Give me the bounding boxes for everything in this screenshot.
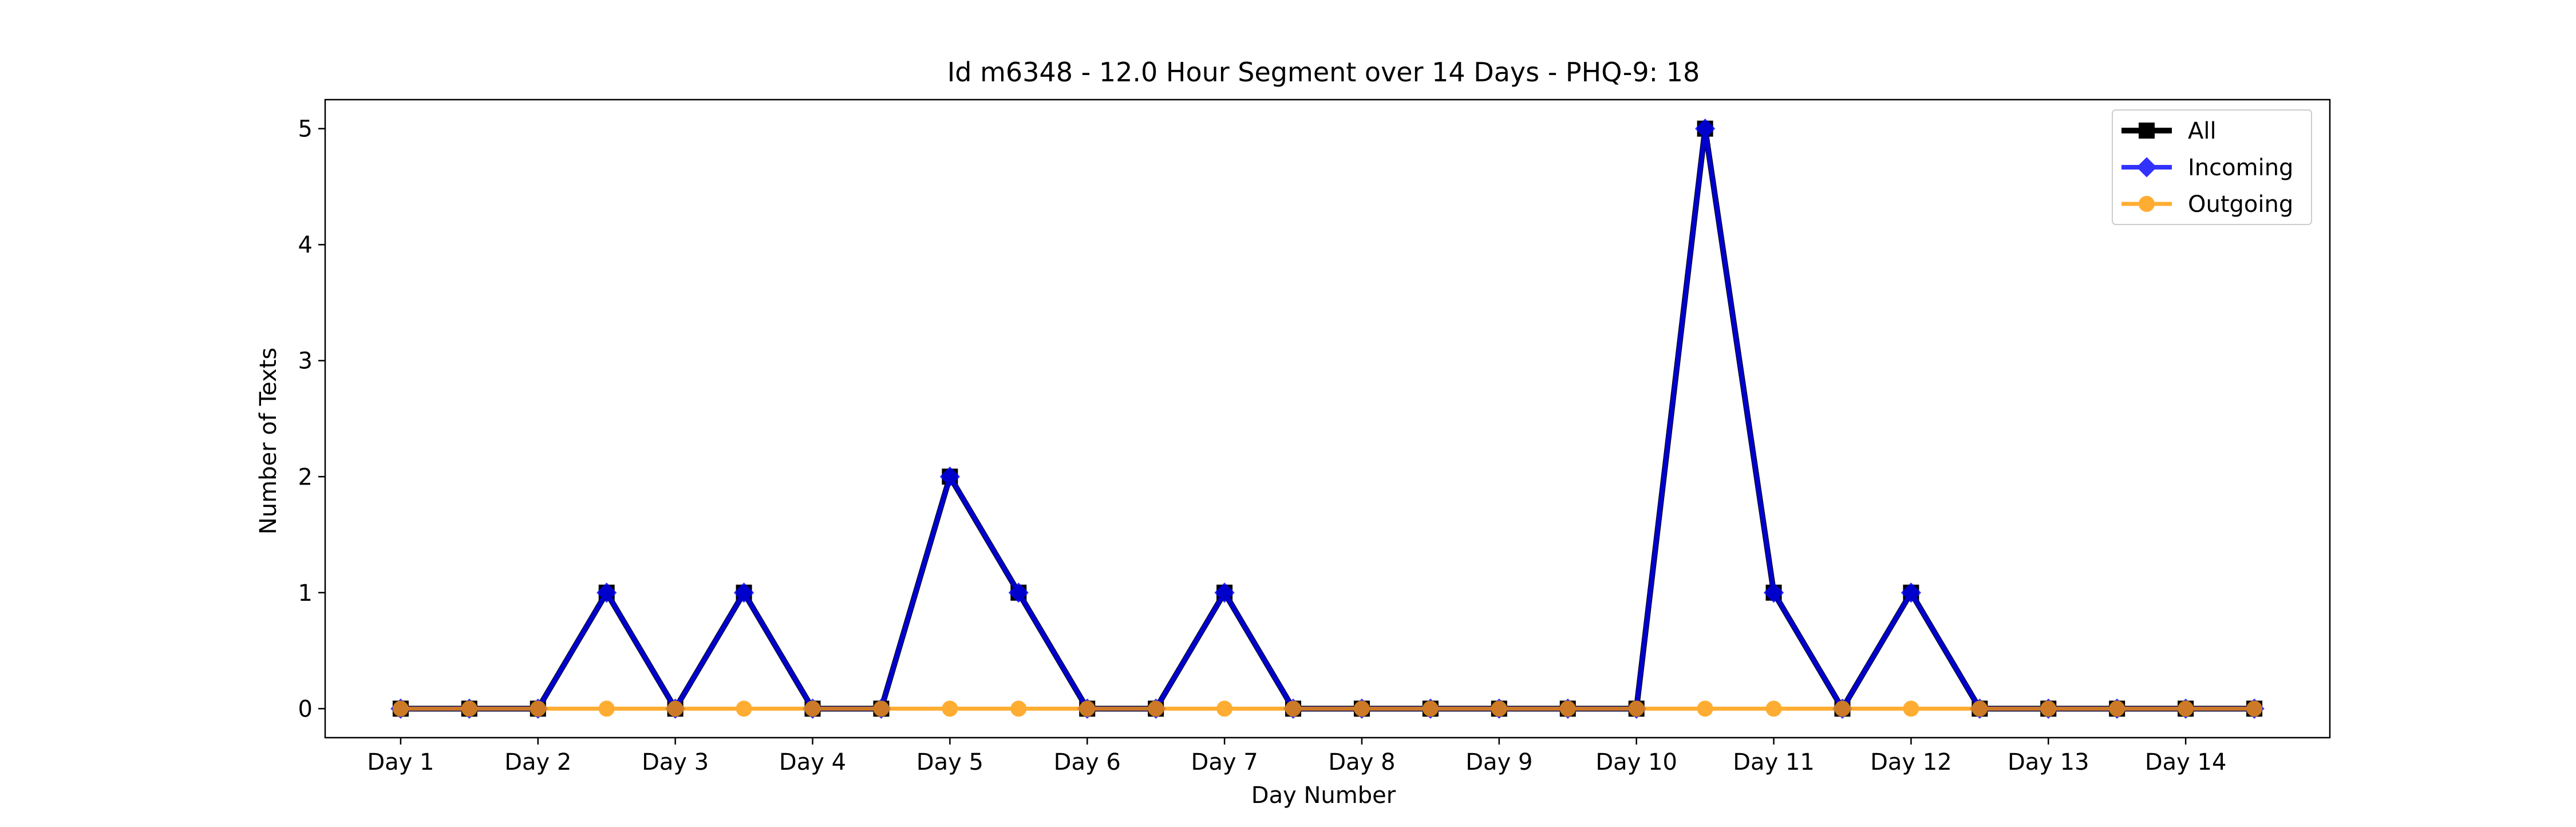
data-point bbox=[1765, 700, 1782, 717]
legend-label: Outgoing bbox=[2188, 191, 2293, 218]
plot-area: 0 1 2 3 4 5 Day 1 Day 2 Day 3 Day 4 Day 5 Day 6 Day … bbox=[298, 99, 2331, 775]
x-axis-label: Day Number bbox=[1251, 782, 1396, 809]
legend-entry bbox=[2121, 157, 2172, 178]
data-point bbox=[1901, 582, 1922, 603]
series-all bbox=[392, 120, 2263, 717]
data-point bbox=[392, 700, 409, 717]
data-point bbox=[2109, 700, 2125, 717]
data-point bbox=[1971, 700, 1988, 717]
data-point bbox=[1559, 700, 1576, 717]
data-point bbox=[939, 466, 961, 487]
y-tick-label: 4 bbox=[298, 232, 313, 258]
data-point bbox=[2040, 700, 2057, 717]
data-point bbox=[1148, 700, 1164, 717]
data-point bbox=[1628, 700, 1645, 717]
series-line bbox=[400, 128, 2255, 715]
data-point bbox=[1694, 118, 1716, 139]
x-tick-label: Day 7 bbox=[1191, 749, 1258, 775]
data-point bbox=[1834, 700, 1851, 717]
data-point bbox=[667, 700, 683, 717]
data-point bbox=[596, 582, 617, 603]
y-tick-label: 5 bbox=[298, 116, 313, 143]
legend: All Incoming Outgoing bbox=[2112, 109, 2312, 225]
data-point bbox=[598, 700, 615, 717]
legend-marker bbox=[2139, 196, 2155, 212]
x-tick-label: Day 3 bbox=[642, 749, 709, 775]
chart-title: Id m6348 - 12.0 Hour Segment over 14 Day… bbox=[947, 57, 1700, 88]
data-point bbox=[1214, 582, 1235, 603]
x-tick-label: Day 10 bbox=[1595, 749, 1677, 775]
x-tick-label: Day 2 bbox=[504, 749, 571, 775]
data-point bbox=[733, 582, 754, 603]
y-tick-label: 0 bbox=[298, 696, 313, 722]
data-point bbox=[1422, 700, 1439, 717]
x-tick-label: Day 5 bbox=[916, 749, 983, 775]
series-line bbox=[400, 128, 2255, 714]
legend-entry bbox=[2121, 123, 2172, 139]
data-point bbox=[1903, 700, 1919, 717]
legend-box bbox=[2112, 109, 2312, 225]
legend-marker bbox=[2139, 123, 2155, 139]
x-tick-label: Day 14 bbox=[2145, 749, 2227, 775]
plot-frame bbox=[324, 99, 2331, 739]
x-tick-label: Day 4 bbox=[779, 749, 846, 775]
x-tick-label: Day 9 bbox=[1465, 749, 1532, 775]
legend-entry bbox=[2121, 196, 2172, 212]
data-point bbox=[2178, 700, 2194, 717]
data-point bbox=[1353, 700, 1370, 717]
x-tick-label: Day 8 bbox=[1328, 749, 1395, 775]
y-tick-label: 2 bbox=[298, 464, 313, 490]
data-point bbox=[2246, 700, 2263, 717]
data-point bbox=[461, 700, 477, 717]
data-point bbox=[804, 700, 821, 717]
y-tick-label: 3 bbox=[298, 348, 313, 375]
series-incoming bbox=[390, 118, 2265, 719]
x-tick-label: Day 12 bbox=[1870, 749, 1952, 775]
legend-marker bbox=[2136, 157, 2157, 178]
x-tick-label: Day 13 bbox=[2008, 749, 2089, 775]
y-tick-label: 1 bbox=[298, 580, 313, 607]
legend-label: All bbox=[2188, 118, 2217, 144]
data-point bbox=[1697, 700, 1713, 717]
data-point bbox=[530, 700, 546, 717]
data-point bbox=[1010, 700, 1027, 717]
x-tick-label: Day 1 bbox=[367, 749, 434, 775]
data-point bbox=[736, 700, 752, 717]
data-point bbox=[1285, 700, 1302, 717]
data-point bbox=[1763, 582, 1784, 603]
legend-label: Incoming bbox=[2188, 155, 2293, 181]
data-point bbox=[1491, 700, 1507, 717]
data-point bbox=[1216, 700, 1233, 717]
data-point bbox=[942, 700, 958, 717]
x-tick-label: Day 6 bbox=[1054, 749, 1121, 775]
data-point bbox=[1008, 582, 1029, 603]
series-outgoing bbox=[392, 700, 2263, 717]
y-axis-label: Number of Texts bbox=[255, 348, 282, 534]
data-point bbox=[873, 700, 890, 717]
x-tick-label: Day 11 bbox=[1733, 749, 1815, 775]
data-point bbox=[1079, 700, 1096, 717]
